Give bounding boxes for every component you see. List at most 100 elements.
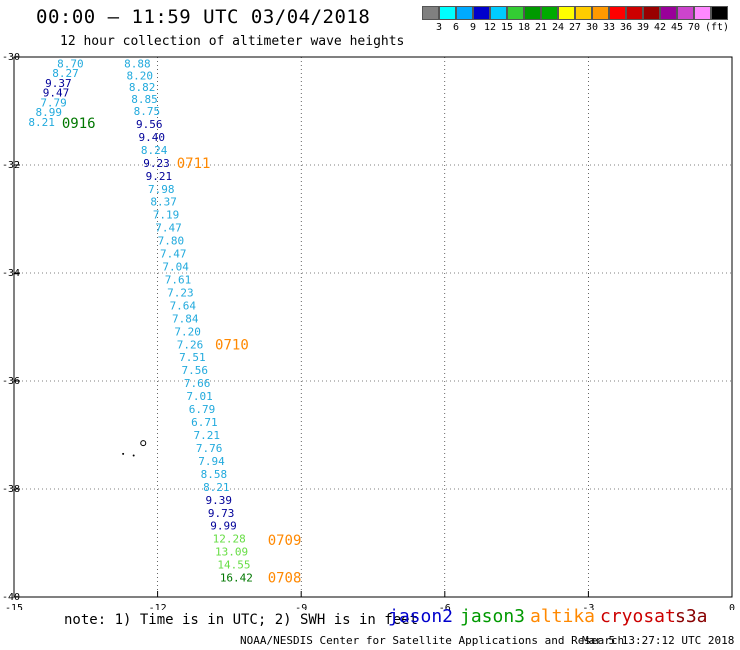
wave-height-value: 9.37 (45, 77, 72, 90)
wave-height-value: 8.85 (131, 93, 158, 106)
legend-label: 12 (483, 22, 497, 33)
wave-height-value: 7.20 (174, 325, 201, 338)
wave-height-value: 8.20 (126, 69, 153, 82)
y-tick-label: -30 (2, 52, 20, 63)
satellite-cryosat: cryosat (600, 606, 676, 627)
legend-label: 27 (568, 22, 582, 33)
wave-height-value: 8.21 (203, 481, 230, 494)
wave-height-value: 6.79 (189, 403, 216, 416)
wave-height-value: 7.64 (170, 299, 197, 312)
satellite-altika: altika (530, 606, 596, 627)
legend-label: 42 (653, 22, 667, 33)
legend-label: 6 (452, 22, 460, 33)
pass-time-label: 0710 (215, 337, 249, 353)
legend-label: 30 (585, 22, 599, 33)
legend-swatch (626, 6, 643, 20)
wave-height-value: 9.40 (138, 131, 165, 144)
legend-swatch (524, 6, 541, 20)
legend-swatch (456, 6, 473, 20)
wave-height-value: 8.21 (28, 116, 55, 129)
pass-time-label: 0916 (62, 116, 96, 132)
legend-swatch (473, 6, 490, 20)
y-tick-label: -40 (2, 592, 20, 603)
legend-swatch (592, 6, 609, 20)
legend-label: 36 (619, 22, 633, 33)
wave-height-value: 8.82 (129, 81, 156, 94)
wave-height-value: 7.23 (167, 286, 194, 299)
x-tick-label: -9 (295, 603, 307, 610)
legend-swatch (422, 6, 439, 20)
wave-height-value: 7.01 (186, 390, 213, 403)
wave-height-value: 7.76 (196, 442, 223, 455)
legend-label: 18 (517, 22, 531, 33)
wave-height-value: 7.26 (177, 338, 204, 351)
legend-swatch (694, 6, 711, 20)
legend-swatch (439, 6, 456, 20)
satellite-jason3: jason3 (460, 606, 526, 627)
wave-height-value: 7.66 (184, 377, 211, 390)
legend-label: 45 (670, 22, 684, 33)
wave-height-value: 7.47 (155, 222, 182, 235)
wave-height-value: 9.23 (143, 157, 170, 170)
wave-height-value: 7.51 (179, 351, 206, 364)
wave-height-value: 13.09 (215, 546, 248, 559)
island-shape (132, 454, 135, 457)
wave-height-value: 8.70 (57, 57, 84, 70)
wave-height-value: 8.58 (201, 468, 228, 481)
x-tick-label: -6 (439, 603, 451, 610)
legend-swatch (541, 6, 558, 20)
x-tick-label: -15 (5, 603, 23, 610)
island-shape (140, 440, 147, 447)
legend-label: 39 (636, 22, 650, 33)
legend-swatch (677, 6, 694, 20)
wave-height-value: 7.61 (165, 273, 192, 286)
wave-height-value: 7.04 (162, 261, 189, 274)
y-tick-label: -36 (2, 376, 20, 387)
legend-label: 3 (435, 22, 443, 33)
wave-height-value: 9.47 (43, 87, 70, 100)
wave-height-value: 9.73 (208, 507, 235, 520)
plot-frame (13, 56, 733, 598)
wave-height-value: 9.56 (136, 118, 163, 131)
y-tick-label: -34 (2, 268, 20, 279)
legend-swatch (711, 6, 728, 20)
island-shape (122, 452, 125, 455)
wave-height-value: 7.56 (182, 364, 209, 377)
wave-height-value: 7.47 (160, 248, 187, 261)
wave-height-value: 9.21 (146, 170, 173, 183)
generated-timestamp: Mar 5 13:27:12 UTC 2018 (582, 634, 735, 647)
legend-label: 9 (469, 22, 477, 33)
pass-time-label: 0711 (177, 156, 211, 172)
legend-swatch (507, 6, 524, 20)
wave-height-value: 7.21 (194, 429, 221, 442)
wave-height-value: 7.94 (198, 455, 225, 468)
legend-swatch (490, 6, 507, 20)
wave-height-value: 9.99 (210, 520, 237, 533)
satellite-s3a: s3a (675, 606, 708, 627)
wave-height-value: 9.39 (205, 494, 232, 507)
wave-height-value: 8.99 (36, 106, 63, 119)
wave-height-value: 8.37 (150, 196, 177, 209)
wave-height-value: 12.28 (213, 533, 246, 546)
legend-label: (ft) (704, 22, 730, 33)
map-plot: -30-32-34-36-38-40-15 -12 -9 -6 -3 08.708.279… (2, 52, 735, 610)
page-title: 00:00 – 11:59 UTC 03/04/2018 (36, 6, 371, 28)
satellite-jason2: jason2 (388, 606, 454, 627)
wave-height-value: 8.75 (134, 105, 161, 118)
legend-swatch (609, 6, 626, 20)
legend-label: 15 (500, 22, 514, 33)
wave-height-value: 6.71 (191, 416, 218, 429)
legend-label: 21 (534, 22, 548, 33)
page-subtitle: 12 hour collection of altimeter wave hei… (60, 34, 405, 49)
legend-swatch (575, 6, 592, 20)
wave-height-value: 16.42 (220, 572, 253, 585)
wave-height-value: 8.88 (124, 57, 150, 70)
x-tick-label: -12 (149, 603, 167, 610)
wave-height-value: 14.55 (217, 559, 250, 572)
y-tick-label: -32 (2, 160, 20, 171)
footer-note: note: 1) Time is in UTC; 2) SWH is in fe… (64, 612, 419, 628)
wave-height-value: 7.80 (158, 235, 185, 248)
wave-height-value: 7.84 (172, 312, 199, 325)
x-tick-label: -3 (582, 603, 594, 610)
